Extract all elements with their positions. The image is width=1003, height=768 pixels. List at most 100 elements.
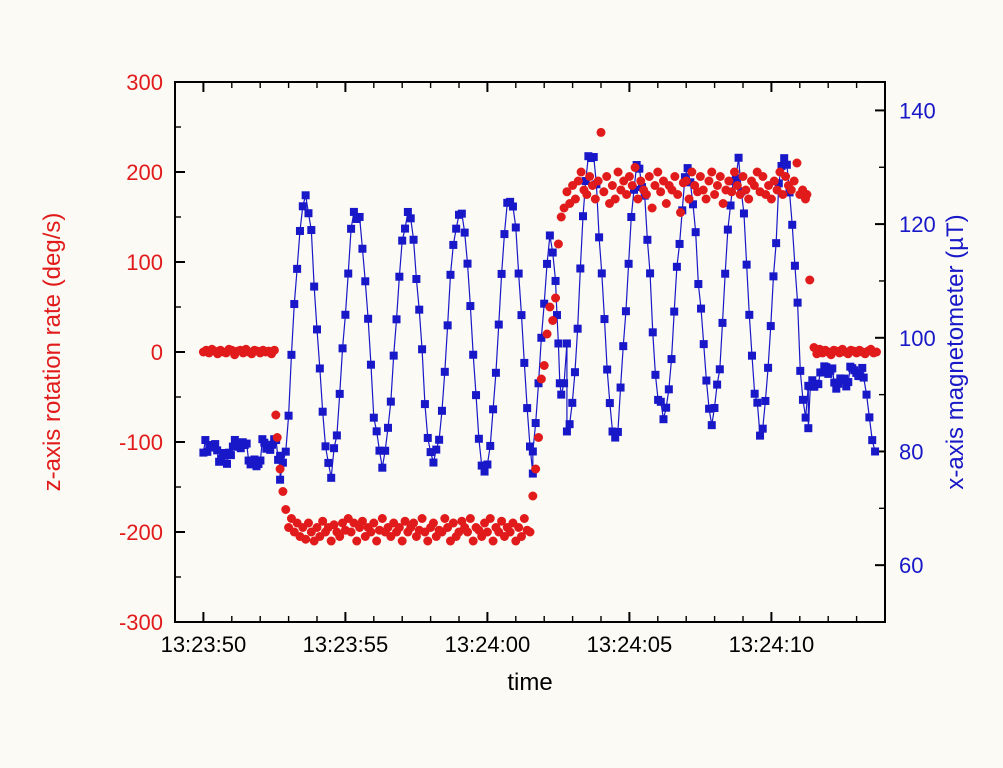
blue-marker xyxy=(299,202,307,210)
red-marker xyxy=(531,465,540,474)
blue-marker xyxy=(449,241,457,249)
red-marker xyxy=(526,528,535,537)
blue-marker xyxy=(341,311,349,319)
blue-marker xyxy=(410,236,418,244)
blue-marker xyxy=(327,474,335,482)
red-marker xyxy=(724,177,733,186)
blue-marker xyxy=(863,391,871,399)
red-marker xyxy=(676,208,685,217)
blue-marker xyxy=(670,308,678,316)
x-tick-label: 13:24:00 xyxy=(445,632,531,657)
blue-marker xyxy=(617,384,625,392)
yleft-tick-label: 100 xyxy=(126,250,163,275)
blue-marker xyxy=(339,344,347,352)
blue-marker xyxy=(256,457,264,465)
blue-marker xyxy=(600,315,608,323)
blue-marker xyxy=(622,307,630,315)
blue-marker xyxy=(438,407,446,415)
red-marker xyxy=(633,195,642,204)
red-marker xyxy=(281,505,290,514)
red-marker xyxy=(574,177,583,186)
blue-marker xyxy=(296,227,304,235)
blue-marker xyxy=(387,398,395,406)
blue-marker xyxy=(546,231,554,239)
blue-marker xyxy=(347,225,355,233)
blue-marker xyxy=(324,459,332,467)
blue-marker xyxy=(223,460,231,468)
blue-marker xyxy=(483,461,491,469)
chart-svg: 13:23:5013:23:5513:24:0013:24:0513:24:10… xyxy=(0,0,1003,768)
blue-marker xyxy=(475,435,483,443)
yright-tick-label: 120 xyxy=(899,212,936,237)
blue-marker xyxy=(595,233,603,241)
red-marker xyxy=(770,177,779,186)
red-marker xyxy=(645,172,654,181)
blue-marker xyxy=(307,226,315,234)
red-marker xyxy=(778,190,787,199)
red-marker xyxy=(591,195,600,204)
red-marker xyxy=(716,172,725,181)
blue-marker xyxy=(492,369,500,377)
blue-marker xyxy=(435,436,443,444)
blue-marker xyxy=(783,161,791,169)
x-tick-label: 13:24:10 xyxy=(729,632,815,657)
red-marker xyxy=(648,204,657,213)
red-marker xyxy=(872,348,881,357)
red-marker xyxy=(466,514,475,523)
blue-marker xyxy=(788,221,796,229)
red-marker xyxy=(622,190,631,199)
x-tick-label: 13:24:05 xyxy=(587,632,673,657)
blue-marker xyxy=(370,414,378,422)
blue-marker xyxy=(282,448,290,456)
red-marker xyxy=(685,195,694,204)
blue-marker xyxy=(452,225,460,233)
red-marker xyxy=(682,177,691,186)
blue-marker xyxy=(304,209,312,217)
red-marker xyxy=(792,159,801,168)
blue-marker xyxy=(865,413,873,421)
blue-marker xyxy=(333,431,341,439)
blue-marker xyxy=(603,366,611,374)
blue-marker xyxy=(243,440,251,448)
red-marker xyxy=(372,537,381,546)
blue-marker xyxy=(498,270,506,278)
blue-marker xyxy=(554,339,562,347)
blue-marker xyxy=(395,273,403,281)
blue-marker xyxy=(381,447,389,455)
red-marker xyxy=(301,535,310,544)
blue-marker xyxy=(481,468,489,476)
red-marker xyxy=(540,361,549,370)
yright-tick-label: 100 xyxy=(899,326,936,351)
blue-marker xyxy=(418,345,426,353)
blue-marker xyxy=(574,325,582,333)
blue-marker xyxy=(751,390,759,398)
red-marker xyxy=(744,195,753,204)
blue-marker xyxy=(713,381,721,389)
blue-marker xyxy=(759,425,767,433)
blue-marker xyxy=(649,328,657,336)
red-marker xyxy=(327,537,336,546)
blue-marker xyxy=(398,237,406,245)
red-marker xyxy=(276,465,285,474)
blue-marker xyxy=(692,228,700,236)
red-marker xyxy=(805,276,814,285)
chart-container: 13:23:5013:23:5513:24:0013:24:0513:24:10… xyxy=(0,0,1003,768)
red-marker xyxy=(687,168,696,177)
blue-marker xyxy=(287,351,295,359)
blue-marker xyxy=(415,306,423,314)
blue-marker xyxy=(710,404,718,412)
red-marker xyxy=(486,514,495,523)
red-marker xyxy=(534,433,543,442)
blue-marker xyxy=(390,352,398,360)
blue-marker xyxy=(367,361,375,369)
blue-marker xyxy=(668,355,676,363)
red-marker xyxy=(781,172,790,181)
red-marker xyxy=(271,411,280,420)
blue-marker xyxy=(659,415,667,423)
yleft-tick-label: 0 xyxy=(151,340,163,365)
blue-marker xyxy=(721,270,729,278)
red-marker xyxy=(719,199,728,208)
blue-marker xyxy=(791,262,799,270)
blue-marker xyxy=(407,214,415,222)
blue-marker xyxy=(378,464,386,472)
